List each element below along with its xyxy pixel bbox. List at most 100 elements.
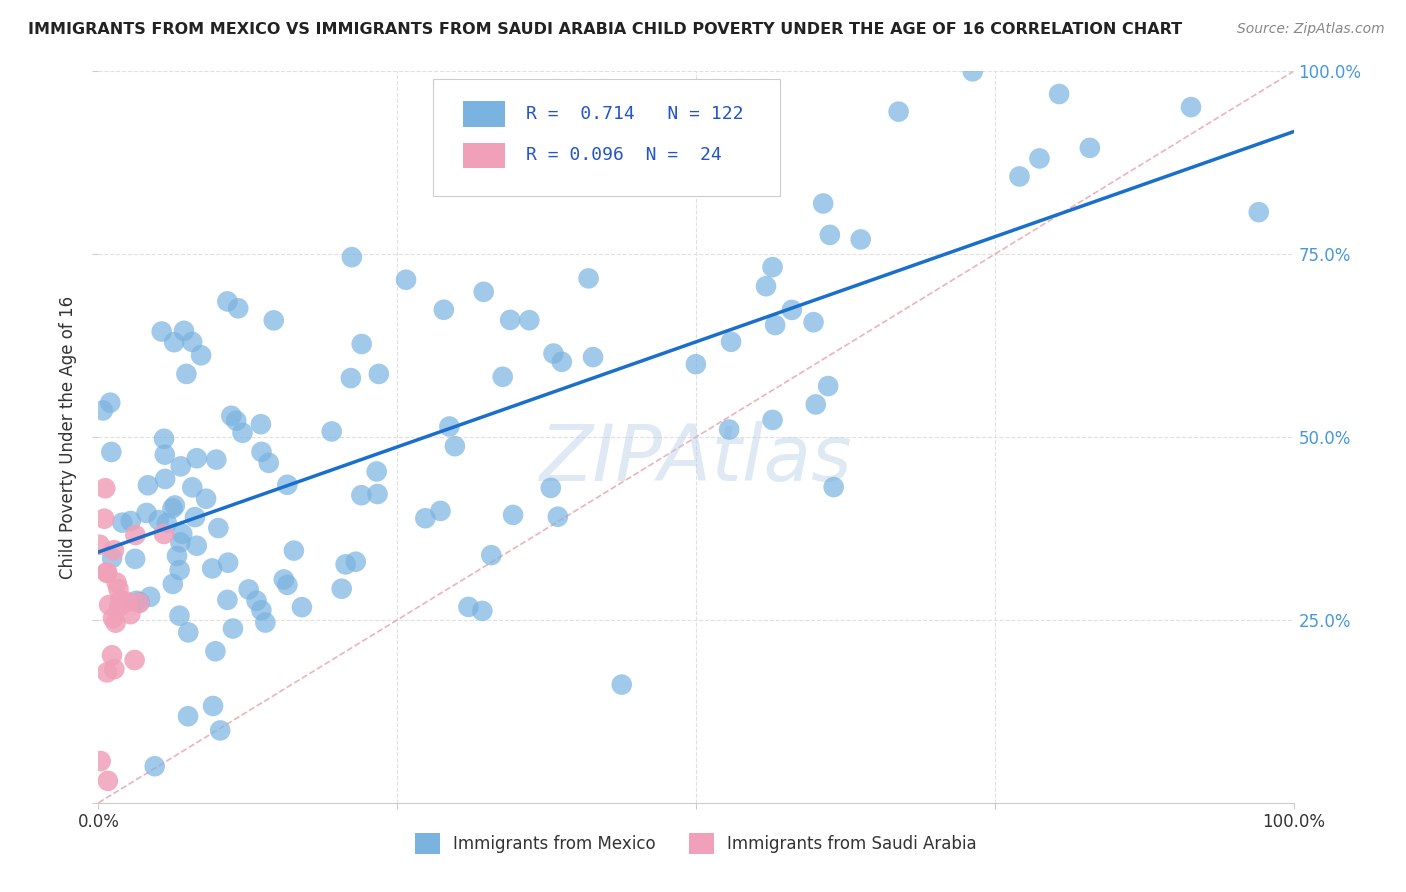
Point bbox=[350, 337, 373, 351]
Point bbox=[367, 367, 389, 381]
Point bbox=[186, 539, 208, 553]
Point bbox=[184, 510, 207, 524]
Point bbox=[823, 480, 845, 494]
Point bbox=[125, 593, 148, 607]
Point bbox=[205, 452, 228, 467]
Point bbox=[169, 563, 191, 577]
Point bbox=[276, 477, 298, 491]
Point bbox=[135, 506, 157, 520]
Point bbox=[98, 395, 121, 409]
Point bbox=[136, 478, 159, 492]
Point bbox=[254, 615, 277, 630]
Point bbox=[780, 302, 803, 317]
Point bbox=[96, 566, 118, 580]
FancyBboxPatch shape bbox=[433, 78, 780, 195]
Point bbox=[91, 403, 114, 417]
Point bbox=[540, 481, 562, 495]
Point bbox=[335, 558, 357, 572]
Point bbox=[97, 773, 120, 788]
Point bbox=[177, 625, 200, 640]
Point bbox=[344, 555, 367, 569]
Point bbox=[111, 516, 134, 530]
Point bbox=[755, 279, 778, 293]
Point bbox=[720, 334, 742, 349]
Point bbox=[148, 513, 170, 527]
Point bbox=[517, 313, 540, 327]
Point bbox=[139, 590, 162, 604]
Point bbox=[107, 582, 129, 596]
Point bbox=[93, 511, 115, 525]
Point bbox=[718, 423, 741, 437]
Point bbox=[551, 355, 574, 369]
Point bbox=[250, 417, 273, 432]
Point bbox=[276, 578, 298, 592]
Point bbox=[804, 397, 827, 411]
Point bbox=[439, 419, 461, 434]
Point bbox=[105, 575, 128, 590]
Point bbox=[803, 315, 825, 329]
Point bbox=[225, 414, 247, 428]
Point bbox=[849, 232, 872, 246]
Point bbox=[340, 371, 363, 385]
Text: IMMIGRANTS FROM MEXICO VS IMMIGRANTS FROM SAUDI ARABIA CHILD POVERTY UNDER THE A: IMMIGRANTS FROM MEXICO VS IMMIGRANTS FRO… bbox=[28, 22, 1182, 37]
Point bbox=[1047, 87, 1070, 101]
Point bbox=[124, 552, 146, 566]
Point bbox=[222, 622, 245, 636]
Point bbox=[257, 456, 280, 470]
Point bbox=[283, 543, 305, 558]
FancyBboxPatch shape bbox=[463, 101, 505, 127]
Point bbox=[124, 653, 146, 667]
Point bbox=[217, 294, 239, 309]
Point bbox=[162, 577, 184, 591]
Point bbox=[962, 64, 984, 78]
Point bbox=[433, 302, 456, 317]
Point bbox=[1008, 169, 1031, 184]
Point bbox=[207, 521, 229, 535]
Point bbox=[502, 508, 524, 522]
Y-axis label: Child Poverty Under the Age of 16: Child Poverty Under the Age of 16 bbox=[59, 295, 77, 579]
Point bbox=[96, 566, 118, 580]
Point bbox=[169, 608, 191, 623]
Point bbox=[166, 549, 188, 563]
Point bbox=[108, 599, 131, 614]
Point bbox=[250, 603, 273, 617]
Point bbox=[811, 196, 834, 211]
Point bbox=[163, 499, 186, 513]
Point bbox=[94, 481, 117, 495]
Point bbox=[163, 335, 186, 350]
Point bbox=[169, 535, 191, 549]
Point bbox=[350, 488, 373, 502]
Point bbox=[366, 487, 388, 501]
Point bbox=[153, 527, 176, 541]
Point bbox=[90, 754, 112, 768]
Text: R = 0.096  N =  24: R = 0.096 N = 24 bbox=[526, 146, 723, 164]
Point bbox=[761, 260, 783, 274]
Point bbox=[101, 551, 124, 566]
Point bbox=[195, 491, 218, 506]
Point bbox=[330, 582, 353, 596]
Point bbox=[128, 596, 150, 610]
Point bbox=[578, 271, 600, 285]
Point bbox=[395, 273, 418, 287]
Point bbox=[101, 648, 124, 663]
Point bbox=[273, 573, 295, 587]
Point bbox=[1028, 152, 1050, 166]
Point bbox=[763, 318, 786, 332]
Point bbox=[202, 698, 225, 713]
Point bbox=[457, 599, 479, 614]
Point bbox=[263, 313, 285, 327]
Point bbox=[1247, 205, 1270, 219]
Point bbox=[472, 285, 495, 299]
Point bbox=[104, 615, 127, 630]
Point bbox=[817, 379, 839, 393]
Point bbox=[499, 313, 522, 327]
Point bbox=[761, 413, 783, 427]
Point bbox=[176, 367, 198, 381]
Point bbox=[103, 543, 125, 558]
Point bbox=[444, 439, 467, 453]
Point bbox=[204, 644, 226, 658]
Point bbox=[103, 662, 125, 676]
Legend: Immigrants from Mexico, Immigrants from Saudi Arabia: Immigrants from Mexico, Immigrants from … bbox=[408, 827, 984, 860]
Point bbox=[429, 504, 451, 518]
Point bbox=[471, 604, 494, 618]
